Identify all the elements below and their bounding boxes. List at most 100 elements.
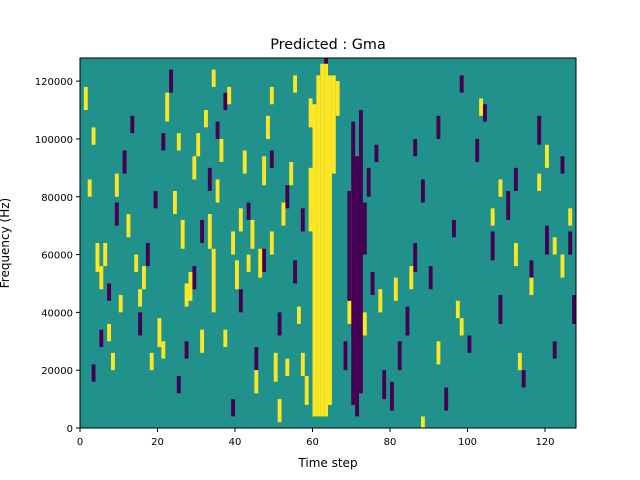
- high-cell: [289, 162, 294, 186]
- high-cell: [335, 81, 340, 116]
- y-tick-label: 120000: [35, 77, 73, 88]
- high-cell: [545, 144, 549, 168]
- high-cell: [498, 179, 503, 197]
- low-cell: [390, 381, 394, 411]
- high-cell: [552, 237, 557, 255]
- high-cell: [300, 352, 305, 376]
- low-cell: [207, 167, 212, 191]
- x-tick-label: 80: [384, 437, 397, 448]
- low-cell: [475, 138, 480, 163]
- high-cell: [219, 138, 224, 163]
- high-cell: [328, 75, 332, 405]
- high-cell: [455, 300, 460, 319]
- low-cell: [529, 260, 534, 278]
- low-cell: [405, 306, 410, 336]
- high-cell: [421, 416, 425, 428]
- high-cell: [176, 133, 181, 151]
- x-tick-label: 120: [535, 437, 554, 448]
- high-cell: [393, 277, 398, 301]
- high-cell: [281, 202, 286, 226]
- high-cell: [459, 318, 464, 336]
- high-cell: [111, 352, 115, 371]
- low-cell: [215, 121, 220, 139]
- high-cell: [347, 300, 352, 324]
- y-tick-label: 0: [67, 424, 73, 435]
- low-cell: [269, 150, 274, 168]
- high-cell: [312, 104, 317, 417]
- low-cell: [382, 370, 387, 400]
- low-cell: [413, 138, 418, 157]
- x-axis-label: Time step: [297, 456, 357, 470]
- low-cell: [246, 202, 251, 220]
- low-cell: [184, 341, 189, 359]
- high-cell: [269, 86, 274, 105]
- low-cell: [397, 341, 402, 371]
- high-cell: [149, 352, 154, 371]
- high-cell: [490, 208, 495, 226]
- high-cell: [215, 179, 220, 203]
- high-cell: [235, 260, 239, 290]
- low-cell: [537, 115, 542, 145]
- high-cell: [134, 254, 139, 272]
- low-cell: [552, 341, 557, 359]
- high-cell: [537, 173, 542, 191]
- low-cell: [277, 312, 282, 336]
- high-cell: [184, 283, 189, 307]
- high-cell: [165, 92, 170, 122]
- x-tick-label: 60: [306, 437, 319, 448]
- y-tick-label: 100000: [35, 135, 73, 146]
- low-cell: [293, 260, 298, 284]
- low-cell: [483, 104, 487, 122]
- high-cell: [87, 179, 92, 197]
- high-cell: [269, 231, 274, 255]
- low-cell: [413, 243, 418, 272]
- low-cell: [366, 167, 371, 197]
- low-cell: [130, 115, 135, 134]
- high-cell: [362, 312, 367, 336]
- high-cell: [238, 208, 243, 232]
- high-cell: [514, 243, 518, 267]
- high-cell: [196, 133, 201, 157]
- high-cell: [277, 399, 282, 423]
- low-cell: [145, 243, 150, 267]
- x-tick-label: 0: [77, 437, 83, 448]
- high-cell: [250, 219, 255, 249]
- high-cell: [107, 323, 112, 342]
- x-axis: 0 20 40 60 80 100 120: [77, 428, 555, 448]
- high-cell: [254, 370, 259, 394]
- high-cell: [297, 306, 301, 324]
- high-cell: [568, 208, 573, 226]
- x-tick-label: 40: [229, 437, 242, 448]
- low-cell: [514, 167, 518, 191]
- y-tick-label: 60000: [41, 251, 73, 262]
- high-cell: [560, 254, 565, 278]
- high-cell: [262, 156, 267, 186]
- low-cell: [374, 144, 379, 163]
- high-cell: [308, 167, 313, 232]
- high-cell: [118, 295, 123, 313]
- high-cell: [211, 69, 216, 87]
- low-cell: [545, 225, 549, 255]
- low-cell: [459, 75, 464, 93]
- high-cell: [436, 341, 441, 365]
- high-cell: [99, 266, 104, 290]
- high-cell: [316, 75, 321, 417]
- high-cell: [142, 266, 146, 290]
- low-cell: [452, 219, 456, 238]
- low-cell: [467, 335, 472, 353]
- high-cell: [227, 86, 232, 105]
- high-cell: [180, 219, 185, 249]
- low-cell: [114, 202, 119, 226]
- high-cell: [103, 243, 108, 267]
- low-cell: [99, 329, 104, 348]
- low-cell: [351, 121, 356, 405]
- low-cell: [161, 133, 166, 151]
- high-cell: [479, 98, 484, 116]
- high-cell: [246, 254, 251, 272]
- low-cell: [572, 295, 577, 324]
- low-cell: [262, 248, 267, 272]
- high-cell: [207, 214, 212, 249]
- high-cell: [126, 214, 131, 238]
- high-cell: [266, 115, 270, 139]
